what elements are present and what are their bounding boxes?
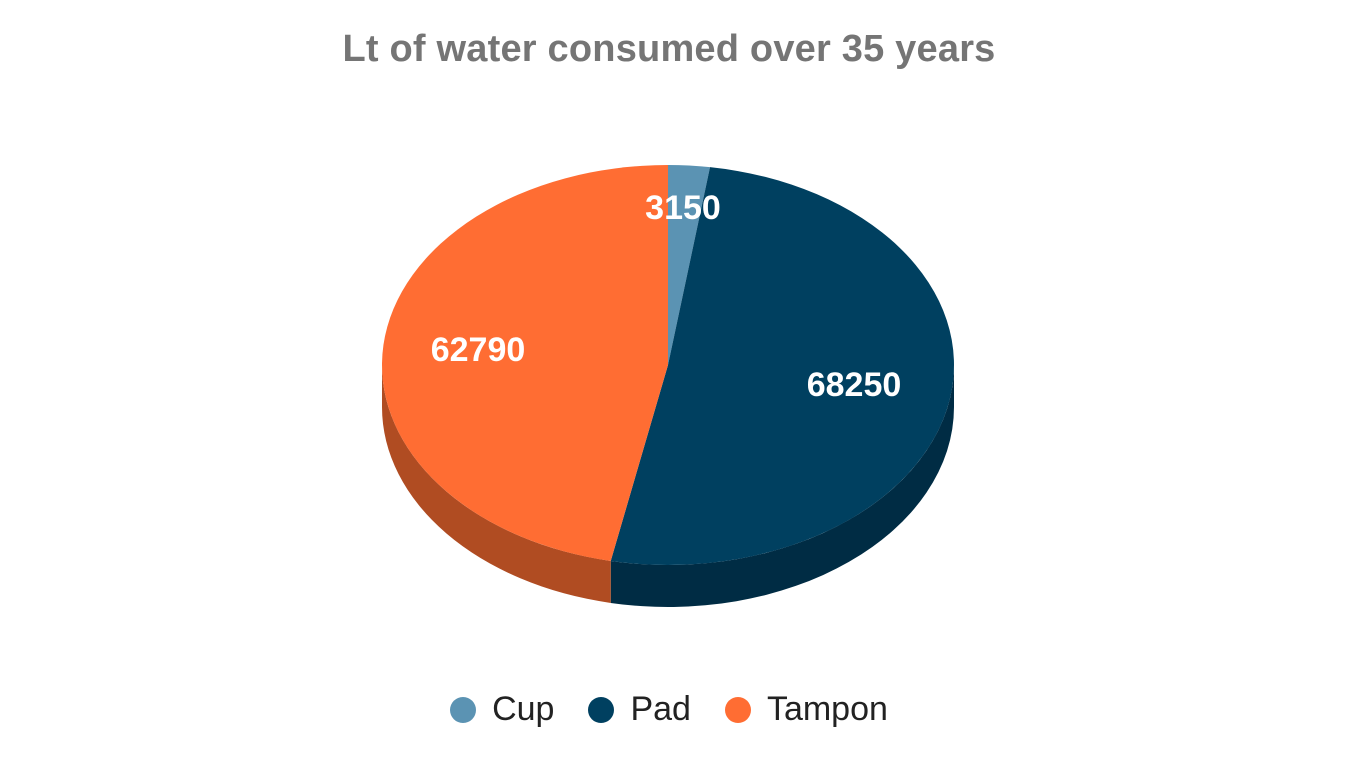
pie-slice-tampon[interactable] bbox=[382, 165, 668, 561]
legend-item-pad[interactable]: Pad bbox=[588, 690, 691, 729]
pie-slice-cup[interactable] bbox=[668, 165, 711, 365]
data-label-cup: 3150 bbox=[645, 189, 721, 227]
legend-item-tampon[interactable]: Tampon bbox=[724, 690, 888, 729]
pie-labels: 3150 68250 62790 bbox=[431, 189, 902, 404]
legend-label-tampon: Tampon bbox=[766, 690, 888, 728]
pie-side-tampon bbox=[382, 365, 611, 603]
legend-swatch-tampon bbox=[724, 696, 751, 723]
pie-side-pad bbox=[610, 365, 954, 607]
pie-slice-pad[interactable] bbox=[610, 167, 954, 565]
legend-label-pad: Pad bbox=[630, 690, 691, 728]
legend: Cup Pad Tampon bbox=[0, 690, 1338, 729]
data-label-pad: 68250 bbox=[807, 366, 902, 404]
pie-sides bbox=[382, 365, 954, 607]
pie-tops bbox=[382, 165, 954, 565]
legend-item-cup[interactable]: Cup bbox=[450, 690, 554, 729]
data-label-tampon: 62790 bbox=[431, 331, 526, 369]
legend-swatch-cup bbox=[450, 696, 477, 723]
legend-swatch-pad bbox=[588, 696, 615, 723]
legend-label-cup: Cup bbox=[492, 690, 555, 728]
chart-title: Lt of water consumed over 35 years bbox=[342, 28, 996, 70]
